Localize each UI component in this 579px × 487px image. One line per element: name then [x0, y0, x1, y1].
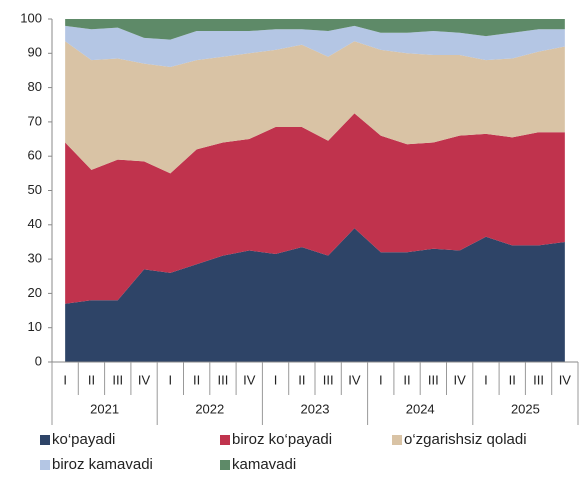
area — [65, 41, 565, 174]
x-tick-label: II — [403, 372, 410, 387]
y-tick-label: 30 — [28, 251, 42, 266]
y-tick-label: 0 — [35, 353, 42, 368]
y-tick-label: 20 — [28, 285, 42, 300]
x-tick-label: II — [88, 372, 95, 387]
legend-label: biroz kamavadi — [52, 456, 153, 473]
x-tick-label: I — [379, 372, 383, 387]
x-tick-label: I — [63, 372, 67, 387]
legend-label: kamavadi — [232, 456, 296, 473]
legend-swatch — [40, 435, 50, 445]
legend-label: biroz ko‘payadi — [232, 431, 332, 448]
x-tick-label: III — [428, 372, 439, 387]
x-tick-label: II — [193, 372, 200, 387]
y-tick-label: 40 — [28, 216, 42, 231]
area — [65, 113, 565, 304]
legend-label: ko‘payadi — [52, 431, 115, 448]
x-tick-label: II — [509, 372, 516, 387]
legend-swatch — [220, 435, 230, 445]
x-tick-label: I — [169, 372, 173, 387]
x-group-label: 2022 — [195, 401, 224, 416]
x-tick-label: III — [533, 372, 544, 387]
area — [65, 25, 565, 68]
area — [65, 228, 565, 362]
x-tick-label: IV — [348, 372, 361, 387]
legend-swatch — [40, 460, 50, 470]
x-tick-label: III — [323, 372, 334, 387]
x-tick-label: IV — [138, 372, 151, 387]
x-group-label: 2025 — [511, 401, 540, 416]
area — [65, 19, 565, 40]
x-tick-label: I — [484, 372, 488, 387]
x-tick-label: I — [274, 372, 278, 387]
y-tick-label: 10 — [28, 319, 42, 334]
x-tick-label: III — [112, 372, 123, 387]
x-tick-label: III — [218, 372, 229, 387]
x-tick-label: IV — [243, 372, 256, 387]
x-group-label: 2024 — [406, 401, 435, 416]
y-tick-label: 90 — [28, 45, 42, 60]
x-tick-label: IV — [454, 372, 467, 387]
x-group-label: 2021 — [90, 401, 119, 416]
legend-swatch — [392, 435, 402, 445]
x-tick-label: II — [298, 372, 305, 387]
x-tick-label: IV — [559, 372, 572, 387]
y-tick-label: 100 — [20, 10, 42, 25]
y-tick-label: 80 — [28, 79, 42, 94]
y-tick-label: 50 — [28, 182, 42, 197]
y-tick-label: 60 — [28, 148, 42, 163]
legend-swatch — [220, 460, 230, 470]
legend-label: o‘zgarishsiz qoladi — [404, 431, 527, 448]
y-tick-label: 70 — [28, 113, 42, 128]
x-group-label: 2023 — [301, 401, 330, 416]
